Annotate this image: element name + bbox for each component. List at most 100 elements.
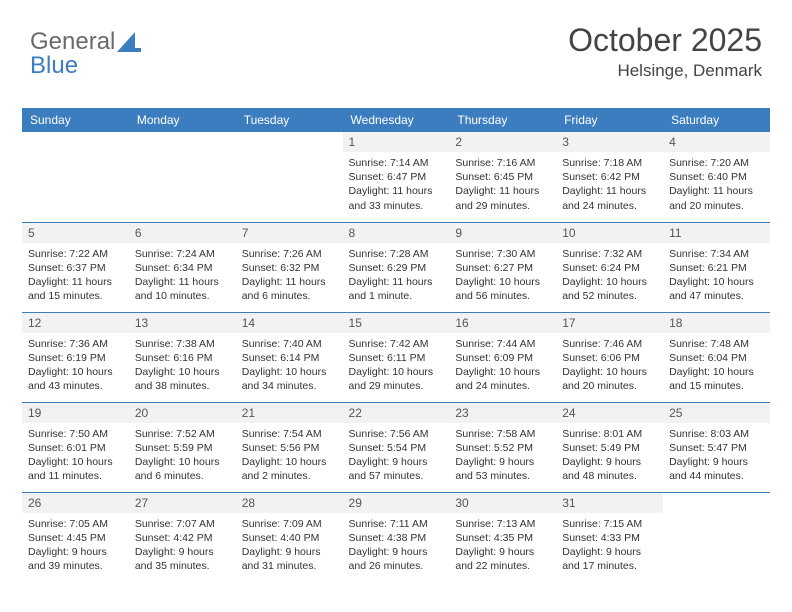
daylight-text: Daylight: 10 hours and 15 minutes. — [669, 365, 764, 393]
day-cell: 29Sunrise: 7:11 AMSunset: 4:38 PMDayligh… — [343, 492, 450, 582]
day-number: 13 — [129, 313, 236, 333]
calendar: SundayMondayTuesdayWednesdayThursdayFrid… — [22, 108, 770, 582]
sunset-text: Sunset: 4:45 PM — [28, 531, 123, 545]
day-cell: 28Sunrise: 7:09 AMSunset: 4:40 PMDayligh… — [236, 492, 343, 582]
day-number: 5 — [22, 223, 129, 243]
daylight-text: Daylight: 9 hours and 31 minutes. — [242, 545, 337, 573]
sunset-text: Sunset: 4:33 PM — [562, 531, 657, 545]
sunrise-text: Sunrise: 7:18 AM — [562, 156, 657, 170]
daylight-text: Daylight: 9 hours and 53 minutes. — [455, 455, 550, 483]
day-cell: 30Sunrise: 7:13 AMSunset: 4:35 PMDayligh… — [449, 492, 556, 582]
month-title: October 2025 — [568, 22, 762, 59]
day-number: 24 — [556, 403, 663, 423]
day-cell: 26Sunrise: 7:05 AMSunset: 4:45 PMDayligh… — [22, 492, 129, 582]
sunset-text: Sunset: 4:40 PM — [242, 531, 337, 545]
day-content: Sunrise: 8:03 AMSunset: 5:47 PMDaylight:… — [663, 423, 770, 490]
sunrise-text: Sunrise: 7:24 AM — [135, 247, 230, 261]
day-content: Sunrise: 7:20 AMSunset: 6:40 PMDaylight:… — [663, 152, 770, 219]
daylight-text: Daylight: 9 hours and 44 minutes. — [669, 455, 764, 483]
day-cell: 7Sunrise: 7:26 AMSunset: 6:32 PMDaylight… — [236, 222, 343, 312]
week-row: 12Sunrise: 7:36 AMSunset: 6:19 PMDayligh… — [22, 312, 770, 402]
day-content: Sunrise: 7:15 AMSunset: 4:33 PMDaylight:… — [556, 513, 663, 580]
sunset-text: Sunset: 6:09 PM — [455, 351, 550, 365]
sunrise-text: Sunrise: 7:26 AM — [242, 247, 337, 261]
sunrise-text: Sunrise: 7:14 AM — [349, 156, 444, 170]
day-cell: 1Sunrise: 7:14 AMSunset: 6:47 PMDaylight… — [343, 132, 450, 222]
day-content: Sunrise: 7:07 AMSunset: 4:42 PMDaylight:… — [129, 513, 236, 580]
daylight-text: Daylight: 10 hours and 6 minutes. — [135, 455, 230, 483]
sunrise-text: Sunrise: 7:28 AM — [349, 247, 444, 261]
day-header: Wednesday — [343, 108, 450, 132]
day-cell — [236, 132, 343, 222]
daylight-text: Daylight: 11 hours and 20 minutes. — [669, 184, 764, 212]
day-cell: 5Sunrise: 7:22 AMSunset: 6:37 PMDaylight… — [22, 222, 129, 312]
sunrise-text: Sunrise: 7:56 AM — [349, 427, 444, 441]
day-content: Sunrise: 7:34 AMSunset: 6:21 PMDaylight:… — [663, 243, 770, 310]
daylight-text: Daylight: 10 hours and 20 minutes. — [562, 365, 657, 393]
daylight-text: Daylight: 11 hours and 6 minutes. — [242, 275, 337, 303]
sunset-text: Sunset: 6:47 PM — [349, 170, 444, 184]
day-number: 18 — [663, 313, 770, 333]
sunset-text: Sunset: 6:34 PM — [135, 261, 230, 275]
sunset-text: Sunset: 4:42 PM — [135, 531, 230, 545]
daylight-text: Daylight: 10 hours and 24 minutes. — [455, 365, 550, 393]
header-right: October 2025 Helsinge, Denmark — [568, 22, 762, 81]
daylight-text: Daylight: 11 hours and 33 minutes. — [349, 184, 444, 212]
day-number: 4 — [663, 132, 770, 152]
sunrise-text: Sunrise: 7:09 AM — [242, 517, 337, 531]
day-number: 31 — [556, 493, 663, 513]
day-content: Sunrise: 7:05 AMSunset: 4:45 PMDaylight:… — [22, 513, 129, 580]
day-content: Sunrise: 7:24 AMSunset: 6:34 PMDaylight:… — [129, 243, 236, 310]
day-content: Sunrise: 7:32 AMSunset: 6:24 PMDaylight:… — [556, 243, 663, 310]
day-number: 29 — [343, 493, 450, 513]
week-row: 5Sunrise: 7:22 AMSunset: 6:37 PMDaylight… — [22, 222, 770, 312]
sunrise-text: Sunrise: 8:03 AM — [669, 427, 764, 441]
daylight-text: Daylight: 9 hours and 48 minutes. — [562, 455, 657, 483]
daylight-text: Daylight: 10 hours and 56 minutes. — [455, 275, 550, 303]
day-cell: 2Sunrise: 7:16 AMSunset: 6:45 PMDaylight… — [449, 132, 556, 222]
day-content: Sunrise: 7:50 AMSunset: 6:01 PMDaylight:… — [22, 423, 129, 490]
day-content: Sunrise: 7:38 AMSunset: 6:16 PMDaylight:… — [129, 333, 236, 400]
daylight-text: Daylight: 10 hours and 11 minutes. — [28, 455, 123, 483]
daylight-text: Daylight: 11 hours and 29 minutes. — [455, 184, 550, 212]
sunrise-text: Sunrise: 7:52 AM — [135, 427, 230, 441]
sunrise-text: Sunrise: 7:15 AM — [562, 517, 657, 531]
day-number: 9 — [449, 223, 556, 243]
daylight-text: Daylight: 11 hours and 15 minutes. — [28, 275, 123, 303]
logo-triangle-icon — [117, 32, 141, 52]
day-cell: 20Sunrise: 7:52 AMSunset: 5:59 PMDayligh… — [129, 402, 236, 492]
sunset-text: Sunset: 6:40 PM — [669, 170, 764, 184]
sunrise-text: Sunrise: 7:05 AM — [28, 517, 123, 531]
day-header: Sunday — [22, 108, 129, 132]
sunrise-text: Sunrise: 7:07 AM — [135, 517, 230, 531]
day-content: Sunrise: 7:58 AMSunset: 5:52 PMDaylight:… — [449, 423, 556, 490]
day-content: Sunrise: 7:09 AMSunset: 4:40 PMDaylight:… — [236, 513, 343, 580]
calendar-table: SundayMondayTuesdayWednesdayThursdayFrid… — [22, 108, 770, 582]
day-number: 30 — [449, 493, 556, 513]
daylight-text: Daylight: 9 hours and 17 minutes. — [562, 545, 657, 573]
sunrise-text: Sunrise: 7:16 AM — [455, 156, 550, 170]
day-number: 7 — [236, 223, 343, 243]
day-content: Sunrise: 7:36 AMSunset: 6:19 PMDaylight:… — [22, 333, 129, 400]
sunset-text: Sunset: 5:54 PM — [349, 441, 444, 455]
day-cell: 10Sunrise: 7:32 AMSunset: 6:24 PMDayligh… — [556, 222, 663, 312]
day-cell: 4Sunrise: 7:20 AMSunset: 6:40 PMDaylight… — [663, 132, 770, 222]
day-number: 27 — [129, 493, 236, 513]
sunset-text: Sunset: 6:37 PM — [28, 261, 123, 275]
day-number: 8 — [343, 223, 450, 243]
day-number: 6 — [129, 223, 236, 243]
daylight-text: Daylight: 9 hours and 22 minutes. — [455, 545, 550, 573]
sunset-text: Sunset: 6:21 PM — [669, 261, 764, 275]
day-cell: 14Sunrise: 7:40 AMSunset: 6:14 PMDayligh… — [236, 312, 343, 402]
day-cell: 9Sunrise: 7:30 AMSunset: 6:27 PMDaylight… — [449, 222, 556, 312]
sunset-text: Sunset: 6:11 PM — [349, 351, 444, 365]
daylight-text: Daylight: 9 hours and 39 minutes. — [28, 545, 123, 573]
sunrise-text: Sunrise: 7:48 AM — [669, 337, 764, 351]
day-cell: 8Sunrise: 7:28 AMSunset: 6:29 PMDaylight… — [343, 222, 450, 312]
day-cell: 17Sunrise: 7:46 AMSunset: 6:06 PMDayligh… — [556, 312, 663, 402]
day-number: 11 — [663, 223, 770, 243]
day-content: Sunrise: 7:42 AMSunset: 6:11 PMDaylight:… — [343, 333, 450, 400]
day-content: Sunrise: 7:30 AMSunset: 6:27 PMDaylight:… — [449, 243, 556, 310]
sunrise-text: Sunrise: 7:42 AM — [349, 337, 444, 351]
sunset-text: Sunset: 6:45 PM — [455, 170, 550, 184]
